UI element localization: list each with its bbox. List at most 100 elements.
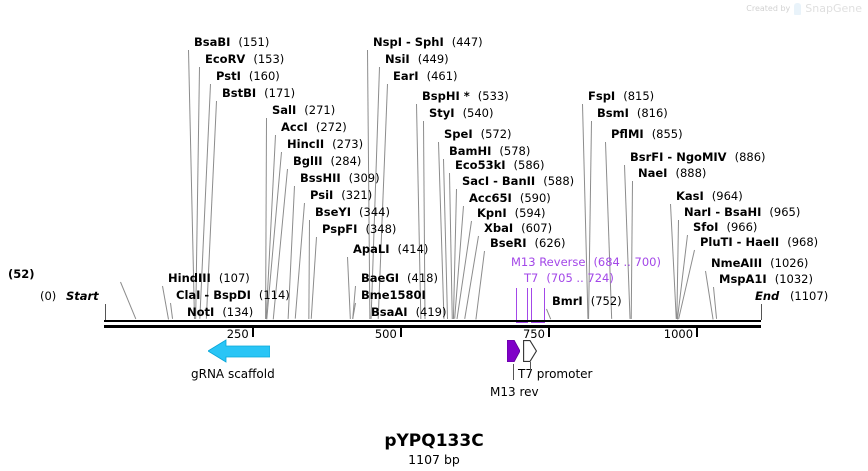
leader-line (449, 172, 453, 319)
site-label-spei: SpeI (572) (444, 128, 512, 140)
site-enzyme-name: NotI (187, 305, 215, 319)
site-label-clai-bspdi: ClaI - BspDI (114) (176, 289, 290, 301)
site-label-52: (52) (8, 268, 35, 280)
site-position: (419) (415, 305, 447, 319)
leader-line (630, 180, 633, 319)
site-label-naei: NaeI (888) (638, 167, 706, 179)
site-label-end: End (1107) (755, 290, 828, 302)
watermark-created-by-text: Created by (746, 4, 791, 13)
site-label-fspi: FspI (815) (588, 90, 654, 102)
t7-promoter-connector-line (530, 362, 531, 370)
site-label-bmri: BmrI (752) (552, 295, 622, 307)
site-enzyme-name: NarI - BsaHI (684, 205, 762, 219)
site-label-eco53ki: Eco53kI (586) (455, 159, 544, 171)
plasmid-name-title: pYPQ133C (384, 431, 484, 451)
site-enzyme-name: SacI - BanII (462, 174, 536, 188)
ruler-tick-label-500: 500 (374, 327, 397, 341)
site-position: (540) (462, 106, 494, 120)
site-label-kasi: KasI (964) (676, 190, 743, 202)
ruler-tick-label-250: 250 (226, 327, 249, 341)
site-position: (134) (222, 305, 254, 319)
site-label-psii: PsiI (321) (310, 189, 372, 201)
site-position: (816) (636, 106, 668, 120)
site-label-bamhi: BamHI (578) (449, 145, 530, 157)
t7-promoter-label: T7 promoter (518, 367, 593, 381)
site-position: (414) (397, 242, 429, 256)
grna-scaffold-arrow-icon[interactable] (208, 338, 270, 364)
site-position: (348) (365, 222, 397, 236)
site-label-nspi-sphi: NspI - SphI (447) (373, 36, 483, 48)
leader-line (294, 202, 305, 320)
site-position: (752) (590, 294, 622, 308)
site-enzyme-name: StyI (429, 106, 455, 120)
site-label-mspa1i: MspA1I (1032) (719, 273, 813, 285)
site-enzyme-name: HindIII (168, 271, 211, 285)
ruler-tick-250 (251, 328, 254, 337)
site-position: (171) (264, 86, 296, 100)
site-label-pluti-haeii: PluTI - HaeII (968) (700, 236, 818, 248)
site-label-bglii: BglII (284) (293, 155, 361, 167)
site-label-styi: StyI (540) (429, 107, 494, 119)
site-position: (533) (477, 89, 509, 103)
snapgene-flag-icon (794, 2, 802, 15)
site-enzyme-name: PsiI (310, 188, 334, 202)
site-label-bme1580i: Bme1580I (361, 289, 426, 301)
site-enzyme-name: SpeI (444, 127, 473, 141)
start-position-text: (0) (40, 289, 57, 303)
site-position: (449) (417, 52, 449, 66)
site-label-eari: EarI (461) (393, 70, 458, 82)
ruler-tick-label-750: 750 (522, 327, 545, 341)
end-label-text: End (755, 289, 780, 303)
site-position: (964) (711, 189, 743, 203)
site-label-psti: PstI (160) (216, 70, 280, 82)
site-position: (586) (513, 158, 545, 172)
site-label-nmeaiii: NmeAIII (1026) (711, 257, 808, 269)
plasmid-length-subtitle: 1107 bp (408, 452, 460, 467)
backbone-top-line (104, 320, 761, 322)
site-enzyme-name: SfoI (693, 220, 719, 234)
site-position: (160) (248, 69, 280, 83)
site-position: (284) (330, 154, 362, 168)
site-position: (684 .. 700) (593, 255, 661, 269)
site-enzyme-name: PstI (216, 69, 241, 83)
m13-rev-label: M13 rev (490, 385, 539, 399)
site-enzyme-name: SalI (272, 103, 297, 117)
leader-line (676, 234, 688, 320)
site-label-m13-reverse: M13 Reverse (684 .. 700) (511, 256, 661, 268)
site-enzyme-name: BsaAI (371, 305, 408, 319)
site-enzyme-name: Eco53kI (455, 158, 506, 172)
leader-line (546, 308, 552, 320)
leader-line (582, 103, 589, 320)
leader-line (416, 103, 422, 319)
start-leader-line (104, 304, 106, 320)
site-position: (588) (543, 174, 575, 188)
end-position-text: (1107) (789, 289, 829, 303)
ruler-tick-label-1000: 1000 (663, 327, 694, 341)
site-enzyme-name: NaeI (638, 166, 668, 180)
site-enzyme-name: FspI (588, 89, 616, 103)
leader-line (120, 281, 137, 320)
site-enzyme-name: BspHI * (422, 89, 470, 103)
site-label-bseri: BseRI (626) (490, 237, 565, 249)
m13-rev-arrow-icon[interactable] (507, 340, 520, 362)
site-enzyme-name: BseYI (315, 205, 352, 219)
site-enzyme-name: BsmI (597, 106, 629, 120)
site-enzyme-name: BmrI (552, 294, 583, 308)
site-position: (1026) (770, 256, 809, 270)
site-position: (968) (787, 235, 819, 249)
t7-promoter-arrow-icon[interactable] (523, 340, 537, 362)
site-label-nsii: NsiI (449) (385, 53, 449, 65)
site-enzyme-name: XbaI (484, 221, 514, 235)
site-position: (626) (534, 236, 566, 250)
site-position: (114) (258, 288, 290, 302)
site-label-saci-banii: SacI - BanII (588) (462, 175, 574, 187)
site-position: (153) (253, 52, 285, 66)
site-enzyme-name: EarI (393, 69, 419, 83)
site-position: (447) (451, 35, 483, 49)
site-enzyme-name: ApaLI (353, 242, 390, 256)
site-enzyme-name: (52) (8, 267, 35, 281)
site-label-bsaai: BsaAI (419) (371, 306, 447, 318)
site-label-bsrfi-ngomiv: BsrFI - NgoMIV (886) (630, 151, 766, 163)
site-position: (344) (359, 205, 390, 219)
